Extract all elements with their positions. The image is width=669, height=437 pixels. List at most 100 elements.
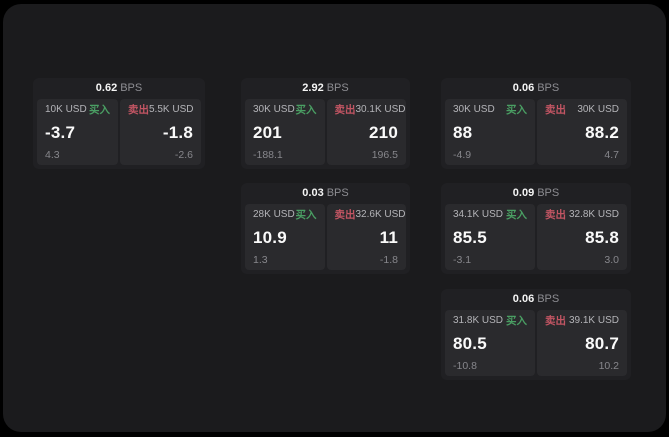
card-body: 30K USD 买入 201 -188.1 卖出 30.1K USD 210 1…	[241, 99, 410, 169]
sell-price: 80.7	[585, 334, 619, 353]
sell-panel-header: 卖出 30.1K USD	[334, 104, 406, 116]
sell-panel-header: 卖出 32.6K USD	[334, 209, 406, 221]
buy-quote-panel[interactable]: 30K USD 买入 201 -188.1	[245, 99, 325, 165]
buy-quote-panel[interactable]: 34.1K USD 买入 85.5 -3.1	[445, 204, 535, 270]
sell-price: 210	[369, 123, 398, 142]
buy-price: 201	[253, 123, 282, 142]
sell-size: 32.6K USD	[355, 209, 406, 221]
buy-panel-header: 30K USD 买入	[253, 105, 317, 116]
sell-size: 39.1K USD	[568, 315, 619, 327]
buy-quote-panel[interactable]: 30K USD 买入 88 -4.9	[445, 99, 535, 165]
buy-side-label: 买入	[506, 209, 527, 221]
bps-value: 0.62	[95, 82, 118, 94]
card-header: 2.92 BPS	[241, 78, 410, 99]
card-header: 0.03 BPS	[241, 183, 410, 204]
quote-card: 0.06 BPS 30K USD 买入 88 -4.9 卖出 30K USD 8…	[441, 78, 631, 169]
sell-delta: 196.5	[371, 148, 398, 161]
sell-quote-panel[interactable]: 卖出 5.5K USD -1.8 -2.6	[120, 99, 201, 165]
card-body: 30K USD 买入 88 -4.9 卖出 30K USD 88.2 4.7	[441, 99, 631, 169]
bps-unit-label: BPS	[537, 293, 560, 305]
sell-quote-panel[interactable]: 卖出 32.6K USD 11 -1.8	[326, 204, 406, 270]
app-window: 0.62 BPS 10K USD 买入 -3.7 4.3 卖出 5.5K USD…	[3, 4, 666, 432]
buy-size: 30K USD	[253, 104, 295, 116]
buy-delta: -10.8	[453, 359, 477, 372]
quote-card: 0.62 BPS 10K USD 买入 -3.7 4.3 卖出 5.5K USD…	[33, 78, 205, 169]
buy-size: 28K USD	[253, 209, 295, 221]
bps-value: 2.92	[302, 82, 324, 94]
buy-side-label: 买入	[506, 315, 527, 327]
quote-card: 0.09 BPS 34.1K USD 买入 85.5 -3.1 卖出 32.8K…	[441, 183, 631, 274]
buy-price: -3.7	[45, 123, 76, 142]
buy-side-label: 买入	[506, 104, 527, 116]
sell-price: -1.8	[162, 123, 193, 142]
bps-value: 0.06	[512, 293, 535, 305]
card-body: 28K USD 买入 10.9 1.3 卖出 32.6K USD 11 -1.8	[241, 204, 410, 274]
bps-unit-label: BPS	[537, 82, 560, 94]
sell-delta: 4.7	[604, 148, 619, 161]
sell-price: 11	[379, 228, 398, 247]
buy-side-label: 买入	[89, 104, 110, 116]
buy-quote-panel[interactable]: 31.8K USD 买入 80.5 -10.8	[445, 310, 535, 376]
buy-delta: 4.3	[45, 148, 60, 161]
sell-side-label: 卖出	[545, 104, 566, 116]
bps-value: 0.06	[512, 82, 535, 94]
bps-unit-label: BPS	[326, 82, 349, 94]
sell-panel-header: 卖出 5.5K USD	[128, 105, 193, 116]
sell-delta: -2.6	[174, 148, 193, 161]
sell-quote-panel[interactable]: 卖出 32.8K USD 85.8 3.0	[537, 204, 627, 270]
card-header: 0.06 BPS	[441, 78, 631, 99]
bps-value: 0.09	[512, 187, 535, 199]
sell-quote-panel[interactable]: 卖出 30K USD 88.2 4.7	[537, 99, 627, 165]
buy-size: 31.8K USD	[453, 315, 504, 327]
buy-delta: -188.1	[253, 148, 283, 161]
buy-price: 88	[453, 123, 473, 142]
card-header: 0.06 BPS	[441, 289, 631, 310]
sell-side-label: 卖出	[334, 104, 356, 116]
sell-delta: 3.0	[604, 253, 619, 266]
sell-quote-panel[interactable]: 卖出 39.1K USD 80.7 10.2	[537, 310, 627, 376]
buy-panel-header: 30K USD 买入	[453, 105, 527, 116]
buy-quote-panel[interactable]: 28K USD 买入 10.9 1.3	[245, 204, 325, 270]
quote-card: 2.92 BPS 30K USD 买入 201 -188.1 卖出 30.1K …	[241, 78, 410, 169]
bps-unit-label: BPS	[120, 82, 143, 94]
sell-delta: 10.2	[598, 359, 619, 372]
buy-panel-header: 10K USD 买入	[45, 105, 110, 116]
sell-panel-header: 卖出 39.1K USD	[545, 316, 619, 327]
sell-side-label: 卖出	[545, 315, 566, 327]
sell-side-label: 卖出	[128, 104, 149, 116]
buy-price: 85.5	[453, 228, 487, 247]
sell-quote-panel[interactable]: 卖出 30.1K USD 210 196.5	[326, 99, 406, 165]
sell-size: 30K USD	[577, 104, 619, 116]
buy-delta: -4.9	[453, 148, 472, 161]
card-header: 0.62 BPS	[33, 78, 205, 99]
sell-panel-header: 卖出 30K USD	[545, 105, 619, 116]
card-header: 0.09 BPS	[441, 183, 631, 204]
sell-size: 32.8K USD	[568, 209, 619, 221]
quote-card: 0.03 BPS 28K USD 买入 10.9 1.3 卖出 32.6K US…	[241, 183, 410, 274]
sell-panel-header: 卖出 32.8K USD	[545, 210, 619, 221]
sell-price: 88.2	[585, 123, 619, 142]
buy-size: 30K USD	[453, 104, 495, 116]
sell-delta: -1.8	[379, 253, 398, 266]
buy-price: 80.5	[453, 334, 487, 353]
buy-quote-panel[interactable]: 10K USD 买入 -3.7 4.3	[37, 99, 118, 165]
sell-price: 85.8	[585, 228, 619, 247]
bps-unit-label: BPS	[537, 187, 560, 199]
sell-size: 5.5K USD	[149, 104, 194, 116]
buy-price: 10.9	[253, 228, 287, 247]
buy-delta: 1.3	[253, 253, 268, 266]
buy-panel-header: 31.8K USD 买入	[453, 316, 527, 327]
buy-side-label: 买入	[295, 104, 317, 116]
bps-value: 0.03	[302, 187, 324, 199]
buy-panel-header: 34.1K USD 买入	[453, 210, 527, 221]
quote-card: 0.06 BPS 31.8K USD 买入 80.5 -10.8 卖出 39.1…	[441, 289, 631, 380]
bps-unit-label: BPS	[326, 187, 349, 199]
buy-side-label: 买入	[295, 209, 317, 221]
sell-side-label: 卖出	[545, 209, 566, 221]
buy-size: 10K USD	[45, 104, 87, 116]
buy-delta: -3.1	[453, 253, 472, 266]
sell-side-label: 卖出	[334, 209, 356, 221]
card-body: 34.1K USD 买入 85.5 -3.1 卖出 32.8K USD 85.8…	[441, 204, 631, 274]
card-body: 31.8K USD 买入 80.5 -10.8 卖出 39.1K USD 80.…	[441, 310, 631, 380]
buy-size: 34.1K USD	[453, 209, 504, 221]
